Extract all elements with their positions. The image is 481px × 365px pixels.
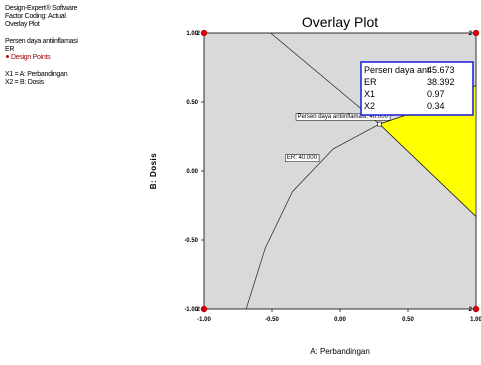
tooltip-row-value: 0.34 [427,101,445,111]
side-info-panel: Design-Expert® Software Factor Coding: A… [5,5,78,96]
design-points-legend: Design Points [5,54,78,62]
y-tick-label: -1.00 [184,307,198,313]
tooltip-row-value: 38.392 [427,77,455,87]
response-1: Persen daya antiinflamasi [5,38,78,45]
design-point [200,305,208,313]
design-points-label: Design Points [11,54,51,61]
tooltip-row-name: Persen daya ant [364,65,430,75]
contour-label-box [285,154,320,162]
design-point-icon [6,55,9,58]
design-point [472,29,480,37]
x-tick-label: 0.50 [402,317,414,323]
tooltip-row-name: X2 [364,101,375,111]
design-point-count: 2 [469,307,473,313]
y-tick-label: 0.00 [186,169,198,175]
plot-type: Overlay Plot [5,21,40,28]
tooltip-row-value: 45.673 [427,65,455,75]
x-axis-label: A: Perbandingan [310,347,370,356]
design-point [200,29,208,37]
tooltip-row-value: 0.97 [427,89,445,99]
selection-marker [377,121,382,127]
factor-x1: X1 = A: Perbandingan [5,71,68,78]
tooltip-row-name: ER [364,77,377,87]
y-tick-label: 1.00 [186,31,198,37]
design-point-count: 2 [469,31,473,37]
y-tick-label: -0.50 [184,238,198,244]
response-2: ER [5,46,15,53]
x-tick-label: 1.00 [470,317,481,323]
y-tick-label: 0.50 [186,100,198,106]
contour-label-box [295,113,391,121]
contour-label-text: ER: 40.000 [287,155,318,161]
tooltip-box [360,61,474,116]
chart-title: Overlay Plot [302,14,378,30]
tooltip-row-name: X1 [364,89,375,99]
factor-coding: Factor Coding: Actual [5,13,66,20]
design-point [472,305,480,313]
x-tick-label: -1.00 [197,317,211,323]
design-point-count: 2 [197,307,201,313]
x-tick-label: 0.00 [334,317,346,323]
x-tick-label: -0.50 [265,317,279,323]
factor-x2: X2 = B: Dosis [5,79,44,86]
y-axis-label: B: Dosis [149,153,158,190]
contour-label-text: Persen daya antiinflamasi: 40.000 [298,114,389,120]
software-name: Design-Expert® Software [5,5,78,12]
design-point-count: 2 [197,31,201,37]
contour-label-2: ER: 40.000 [285,154,320,162]
contour-label-1: Persen daya antiinflamasi: 40.000 [295,113,391,121]
